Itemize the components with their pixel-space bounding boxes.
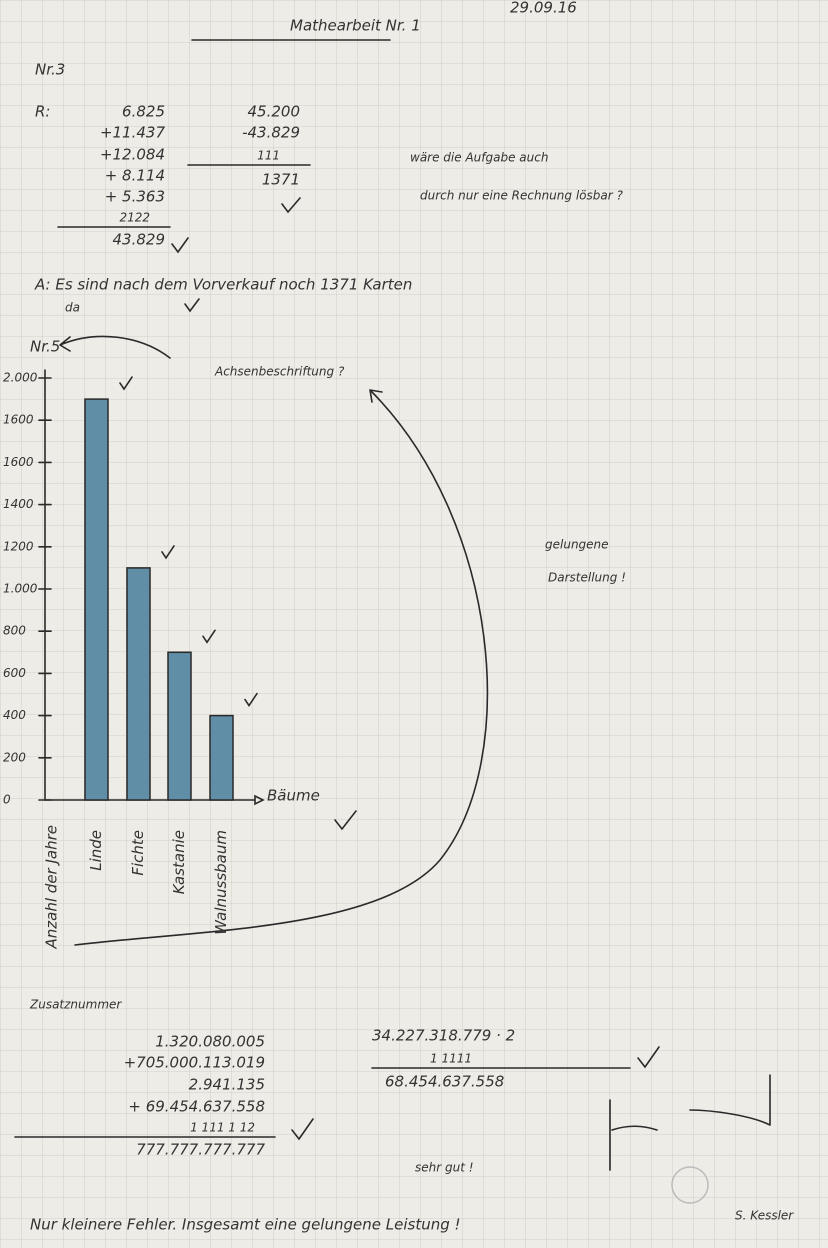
check [291,1118,314,1141]
task-label: Nr.5 [30,338,60,356]
y-tick-label: 600 [3,666,26,680]
answer: da [65,301,80,315]
y-tick-label: 1400 [3,497,34,511]
bar [209,714,234,801]
task-label: Nr.3 [35,61,65,79]
check [161,545,175,560]
x-tick-label: Walnussbaum [212,830,230,935]
signature: S. Kessler [735,1209,794,1223]
sum-line: +11.437 [100,124,166,142]
bonus-line: 2.941.135 [189,1076,265,1094]
answer: A: Es sind nach dem Vorverkauf noch 1371… [34,276,412,294]
diff-line: 45.200 [248,103,301,121]
bonus-label: Zusatznummer [29,998,122,1012]
y-tick-label: 800 [3,624,26,638]
arrow [74,389,489,946]
comment: Achsenbeschriftung ? [214,365,345,379]
diff-result: 1371 [262,171,300,189]
praise: Darstellung ! [548,571,626,585]
title: Mathearbeit Nr. 1 [290,17,421,35]
comment: wäre die Aufgabe auch [410,151,548,165]
comment: durch nur eine Rechnung lösbar ? [420,189,623,203]
check [637,1046,660,1069]
grade: sehr gut ! [415,1161,474,1175]
teacher-mark [609,1074,771,1171]
x-tick-label: Fichte [129,830,147,876]
bonus-line: 1.320.080.005 [155,1033,265,1051]
bonus-result: 68.454.637.558 [385,1073,504,1091]
y-tick-label: 1600 [3,413,34,427]
summary: Nur kleinere Fehler. Insgesamt eine gelu… [30,1216,461,1234]
carry: 1 111 1 12 [190,1121,255,1135]
check [171,197,301,254]
x-tick-label: Kastanie [170,830,188,894]
check [119,376,133,391]
bar [84,398,109,801]
bonus-line: 34.227.318.779 · 2 [372,1027,515,1045]
carry: 111 [257,149,280,163]
y-tick-label: 200 [3,750,26,764]
bonus-line: + 69.454.637.558 [128,1098,265,1116]
praise: gelungene [545,538,609,552]
x-tick-label: Linde [87,830,105,871]
y-tick-label: 0 [3,793,11,807]
prefix: R: [35,103,50,121]
diff-line: -43.829 [242,124,300,142]
date: 29.09.16 [510,0,577,17]
sum-line: + 8.114 [105,167,165,185]
y-tick-label: 1600 [3,455,34,469]
sum-line: 6.825 [122,103,165,121]
sum-result: 43.829 [113,231,166,249]
y-tick-label: 400 [3,708,26,722]
bar [167,651,192,801]
sum-line: +12.084 [100,146,165,164]
check [202,629,216,644]
arrow [59,335,171,359]
y-tick-label: 1200 [3,539,34,553]
sum-line: + 5.363 [105,188,165,206]
bonus-line: +705.000.113.019 [124,1054,265,1072]
x-axis-label: Bäume [267,787,320,805]
y-tick-label: 2.000 [3,371,38,385]
check [244,692,258,708]
check [334,810,357,831]
x-axis-arrow [254,794,265,806]
bar [126,567,151,801]
check [184,298,200,313]
y-axis-label: Anzahl der Jahre [43,825,61,949]
carry: 2122 [119,211,150,225]
carry: 1 1111 [430,1052,472,1066]
y-tick-label: 1.000 [3,582,38,596]
stamp [671,1166,709,1204]
bonus-result: 777.777.777.777 [136,1141,265,1159]
